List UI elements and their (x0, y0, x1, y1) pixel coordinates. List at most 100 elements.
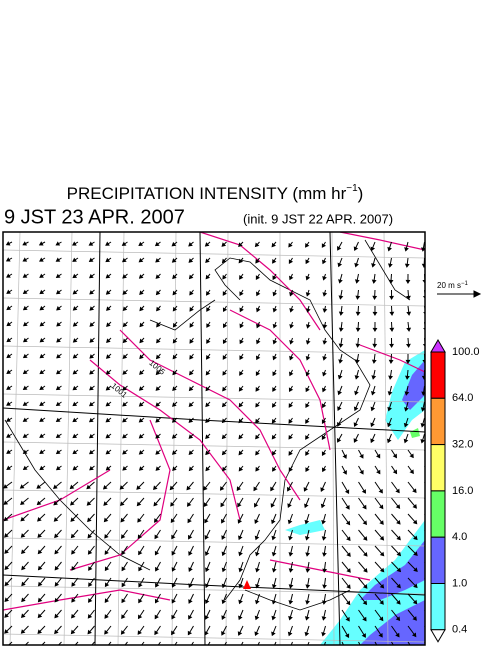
colorbar-segment (430, 351, 446, 399)
wind-arrowhead (171, 598, 176, 604)
wind-arrowhead (404, 247, 409, 252)
wind-arrowhead (362, 600, 368, 606)
meridian (9, 232, 21, 645)
wind-arrowhead (322, 340, 328, 345)
wind-arrowhead (321, 616, 327, 621)
wind-arrowhead (171, 534, 176, 540)
wind-arrowhead (238, 599, 243, 605)
wind-arrowhead (237, 519, 243, 524)
wind-arrowhead (72, 449, 78, 455)
wind-arrowhead (378, 504, 384, 510)
parallel (3, 393, 425, 403)
wind-arrowhead (379, 535, 385, 541)
wind-arrowhead (288, 242, 293, 248)
wind-arrowhead (171, 630, 176, 636)
wind-arrowhead (345, 520, 351, 526)
wind-arrowhead (37, 533, 42, 538)
wind-arrowhead (39, 305, 45, 311)
wind-arrowhead (288, 584, 294, 589)
wind-arrowhead (55, 449, 61, 455)
wind-arrowhead (304, 616, 310, 621)
wind-arrowhead (4, 629, 9, 634)
wind-arrowhead (188, 402, 194, 408)
wind-arrowhead (22, 289, 28, 295)
wind-arrowhead (53, 517, 59, 522)
wind-arrowhead (404, 391, 410, 396)
wind-arrowhead (104, 550, 109, 555)
wind-arrowhead (321, 403, 327, 409)
wind-arrowhead (255, 418, 260, 424)
wind-arrowhead (354, 279, 360, 284)
wind-arrowhead (55, 646, 58, 649)
wind-arrowhead (271, 535, 277, 541)
wind-arrowhead (406, 327, 412, 332)
wind-arrowhead (121, 598, 126, 604)
title-exponent: −1 (346, 183, 358, 194)
wind-arrowhead (254, 535, 260, 541)
wind-arrowhead (372, 295, 378, 300)
meridian (225, 232, 229, 645)
wind-arrowhead (155, 386, 161, 391)
wind-arrowhead (412, 488, 417, 494)
wind-arrowhead (172, 466, 177, 471)
wind-arrowhead (396, 519, 401, 525)
wind-arrowhead (122, 402, 127, 407)
wind-arrowhead (321, 536, 327, 541)
wind-arrowhead (22, 369, 28, 375)
colorbar-label: 0.4 (452, 624, 467, 636)
wind-arrowhead (289, 324, 294, 329)
wind-arrowhead (205, 291, 211, 296)
wind-arrowhead (138, 582, 143, 588)
colorbar-label: 4.0 (452, 531, 467, 543)
wind-arrowhead (238, 551, 243, 557)
wind-arrow (74, 641, 79, 645)
wind-arrowhead (72, 465, 78, 471)
wind-arrow (107, 641, 112, 645)
wind-arrowhead (153, 485, 158, 491)
wind-arrowhead (39, 449, 44, 454)
wind-arrowhead (289, 275, 294, 281)
wind-arrowhead (345, 600, 351, 606)
wind-arrow (224, 641, 227, 645)
wind-arrowhead (305, 387, 310, 393)
wind-arrowhead (138, 386, 144, 391)
wind-arrowhead (169, 485, 175, 491)
wind-arrowhead (255, 387, 260, 392)
wind-arrowhead (3, 500, 9, 505)
wind-arrow (290, 641, 293, 645)
wind-arrowhead (39, 321, 45, 327)
wind-arrowhead (156, 306, 161, 312)
wind-arrowhead (139, 370, 144, 375)
meridian (383, 232, 389, 645)
wind-arrowhead (20, 629, 26, 634)
wind-arrowhead (205, 450, 210, 456)
wind-arrowhead (154, 630, 159, 636)
wind-arrowhead (238, 418, 243, 424)
wind-arrowhead (288, 259, 294, 264)
wind-arrowhead (395, 488, 400, 494)
wind-arrowhead (305, 435, 310, 440)
wind-arrowhead (221, 242, 227, 247)
wind-arrowhead (22, 305, 28, 311)
wind-arrowhead (3, 484, 8, 489)
wind-arrowhead (171, 550, 176, 556)
wind-arrowhead (420, 423, 425, 428)
wind-arrowhead (362, 520, 367, 526)
wind-arrowhead (321, 600, 327, 605)
wind-arrowhead (22, 273, 28, 278)
wind-arrowhead (39, 369, 45, 375)
wind-arrowhead (4, 549, 9, 554)
parallel (3, 585, 425, 595)
wind-arrowhead (304, 631, 310, 637)
wind-arrowhead (88, 433, 94, 439)
wind-arrowhead (239, 291, 244, 297)
wind-arrowhead (338, 295, 344, 300)
wind-arrowhead (154, 241, 160, 247)
wind-arrowhead (105, 466, 111, 471)
wind-arrowhead (104, 533, 109, 539)
wind-arrowhead (413, 535, 418, 541)
wind-arrowhead (56, 306, 61, 311)
wind-arrowhead (189, 354, 194, 360)
wind-arrowhead (122, 338, 128, 344)
wind-arrowhead (305, 324, 311, 329)
